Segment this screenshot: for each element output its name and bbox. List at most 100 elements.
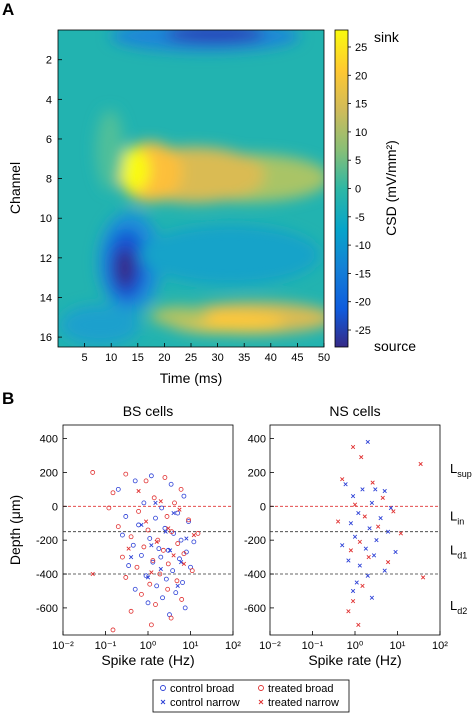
data-point-circle bbox=[159, 505, 165, 511]
data-point-x bbox=[177, 507, 182, 512]
bs-x-ticks: 10⁻² 10⁻¹ 10⁰ 10¹ 10² bbox=[52, 631, 241, 652]
y-tick-label: -400 bbox=[36, 569, 58, 581]
data-point-circle bbox=[189, 568, 195, 574]
data-point-circle bbox=[174, 578, 180, 584]
data-point-x bbox=[166, 526, 171, 531]
data-point-circle bbox=[186, 517, 191, 523]
x-tick-label: 10² bbox=[225, 640, 241, 652]
colorbar-gradient bbox=[334, 29, 349, 348]
heatmap-y-tick-label: 14 bbox=[40, 292, 52, 304]
layer-label: Ld1 bbox=[450, 542, 467, 560]
ns-xlabel: Spike rate (Hz) bbox=[308, 652, 401, 668]
data-point-x bbox=[171, 510, 176, 516]
heatmap-y-tick-label: 8 bbox=[46, 174, 52, 186]
legend-label: control narrow bbox=[170, 697, 240, 709]
data-point-x bbox=[367, 526, 372, 531]
heatmap-field bbox=[58, 30, 324, 347]
data-point-x bbox=[348, 521, 353, 526]
data-point-circle bbox=[180, 580, 185, 585]
data-point-x bbox=[181, 561, 187, 566]
data-point-x bbox=[350, 444, 356, 450]
data-point-x bbox=[154, 539, 159, 544]
data-point-circle bbox=[139, 553, 144, 558]
y-tick-label: 200 bbox=[248, 467, 266, 479]
colorbar-tick-label: 15 bbox=[355, 99, 367, 111]
data-point-x bbox=[126, 546, 131, 551]
colorbar-tick-label: 20 bbox=[355, 70, 367, 82]
data-point-circle bbox=[151, 495, 157, 501]
x-tick-label: 10² bbox=[432, 640, 448, 652]
heatmap-x-tick-label: 30 bbox=[211, 352, 223, 364]
heatmap-y-tick-label: 6 bbox=[46, 134, 52, 146]
colorbar: 25 20 15 10 5 0 -5 -10 -15 -20 -25 sink source CSD… bbox=[334, 29, 416, 354]
data-point-x bbox=[363, 546, 368, 551]
heatmap-x-tick-label: 20 bbox=[158, 352, 170, 364]
data-point-circle bbox=[150, 558, 156, 563]
heatmap-ylabel: Channel bbox=[7, 162, 23, 214]
data-point-x bbox=[385, 529, 391, 534]
ns-frame bbox=[269, 424, 441, 636]
data-point-x bbox=[350, 588, 356, 594]
bs-reference-lines bbox=[63, 505, 233, 575]
data-point-x bbox=[420, 575, 426, 580]
heatmap-y-tick-label: 4 bbox=[46, 94, 52, 106]
colorbar-top-label: sink bbox=[374, 29, 400, 45]
data-point-circle bbox=[115, 486, 121, 492]
legend-box bbox=[152, 679, 350, 713]
data-point-circle bbox=[148, 473, 154, 479]
x-tick-label: 10⁻¹ bbox=[95, 640, 117, 652]
y-tick-label: 0 bbox=[260, 501, 266, 513]
data-point-x bbox=[136, 488, 141, 494]
data-point-x bbox=[359, 455, 364, 460]
data-point-circle bbox=[172, 500, 177, 506]
colorbar-tick-label: 25 bbox=[355, 42, 367, 54]
data-point-x bbox=[380, 495, 385, 500]
data-point-circle bbox=[181, 493, 187, 499]
data-point-x bbox=[356, 510, 361, 516]
ns-title: NS cells bbox=[329, 403, 380, 419]
data-point-circle bbox=[147, 536, 153, 541]
ns-layer-labels: Lsup Lin Ld1 Ld2 bbox=[450, 461, 472, 616]
data-point-x bbox=[371, 553, 377, 558]
data-point-x bbox=[191, 532, 196, 538]
data-point-x bbox=[366, 554, 371, 560]
x-tick-label: 10⁰ bbox=[347, 640, 364, 652]
data-point-circle bbox=[126, 563, 132, 568]
ns-y-ticks: 400 200 0 -200 -400 -600 bbox=[244, 434, 274, 615]
colorbar-tick-label: -15 bbox=[355, 268, 371, 280]
heatmap-x-tick-label: 45 bbox=[291, 352, 303, 364]
csd-heatmap: 5 10 15 20 25 30 35 40 45 50 2 4 6 8 10 12 14 16 Time (m… bbox=[7, 29, 330, 386]
layer-label: Lin bbox=[450, 508, 464, 526]
data-point-circle bbox=[160, 595, 165, 601]
data-point-circle bbox=[162, 475, 168, 480]
data-point-circle bbox=[136, 522, 141, 528]
data-point-circle bbox=[169, 529, 175, 535]
data-point-circle bbox=[120, 532, 125, 538]
data-point-x bbox=[356, 622, 361, 627]
y-tick-label: -200 bbox=[244, 535, 266, 547]
data-point-x bbox=[149, 570, 154, 575]
data-point-x bbox=[382, 488, 387, 494]
data-point-circle bbox=[123, 514, 129, 519]
colorbar-ticks: 25 20 15 10 5 0 -5 -10 -15 -20 -25 bbox=[348, 42, 371, 337]
data-point-circle bbox=[106, 505, 112, 511]
data-point-circle bbox=[120, 554, 125, 560]
ns-x-ticks: 10⁻² 10⁻¹ 10⁰ 10¹ 10² bbox=[259, 631, 448, 652]
data-point-x bbox=[352, 502, 358, 507]
data-point-x bbox=[350, 494, 356, 499]
data-point-circle bbox=[132, 586, 138, 592]
data-point-circle bbox=[182, 605, 188, 611]
data-point-x bbox=[360, 487, 365, 492]
data-point-x bbox=[335, 519, 341, 524]
data-point-x bbox=[167, 548, 173, 553]
data-point-circle bbox=[130, 542, 136, 548]
colorbar-tick-label: -25 bbox=[355, 325, 371, 337]
data-point-circle bbox=[173, 590, 179, 596]
legend-marker-x bbox=[160, 699, 166, 705]
data-point-x bbox=[171, 553, 176, 558]
data-point-circle bbox=[147, 581, 153, 587]
data-point-circle bbox=[178, 486, 184, 492]
data-point-circle bbox=[143, 478, 149, 484]
heatmap-x-tick-label: 40 bbox=[265, 352, 277, 364]
data-point-circle bbox=[110, 627, 116, 633]
